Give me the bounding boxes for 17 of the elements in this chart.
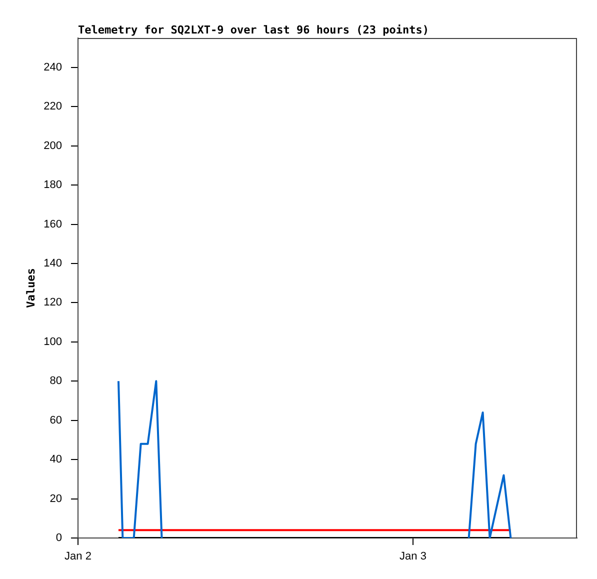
y-tick-label: 80 bbox=[50, 375, 62, 388]
y-tick-label: 40 bbox=[50, 454, 62, 466]
y-tick-label: 180 bbox=[44, 179, 62, 192]
chart-title: Telemetry for SQ2LXT-9 over last 96 hours (23 points) bbox=[78, 23, 429, 36]
y-tick-label: 60 bbox=[50, 414, 62, 426]
y-tick-label: 0 bbox=[56, 532, 62, 544]
y-tick-label: 200 bbox=[44, 140, 62, 152]
y-tick-label: 20 bbox=[50, 492, 62, 505]
x-tick-label: Jan 3 bbox=[400, 550, 426, 563]
y-tick-label: 220 bbox=[44, 100, 62, 113]
y-tick-label: 160 bbox=[44, 218, 62, 230]
y-tick-label: 140 bbox=[44, 258, 62, 270]
y-tick-label: 100 bbox=[44, 336, 62, 348]
x-tick-label: Jan 2 bbox=[64, 550, 92, 563]
y-tick-label: 120 bbox=[44, 296, 62, 309]
y-tick-label: 240 bbox=[44, 61, 62, 74]
y-axis-title: Values bbox=[24, 268, 38, 308]
